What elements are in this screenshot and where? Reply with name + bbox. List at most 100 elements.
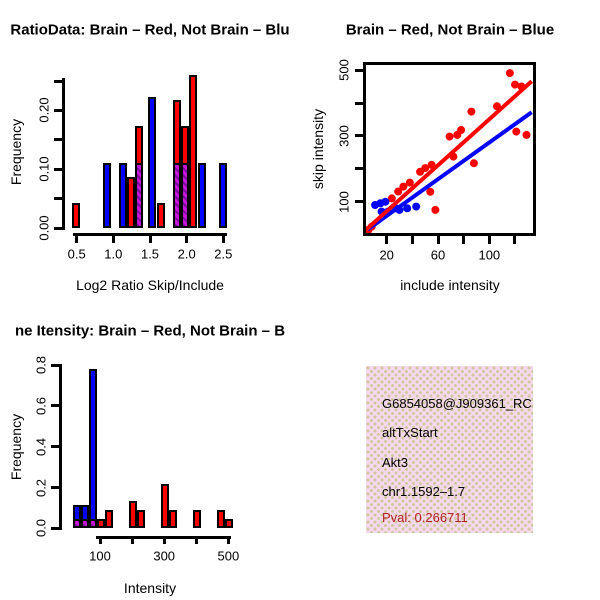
tick-label: 0.00 [36, 215, 52, 241]
histogram-bar-overlap [88, 519, 97, 528]
axis-tick [54, 108, 63, 112]
tick-label: 0.0 [33, 519, 49, 538]
tick-label: 20 [379, 247, 394, 263]
histogram-bar-overlap [72, 519, 81, 528]
pval-text: Pval: 0.266711 [382, 510, 468, 525]
locus-text: chr1.1592–1.7 [382, 484, 466, 499]
fit-line-brain [364, 79, 534, 232]
axis-tick [54, 79, 63, 83]
scatter-point-not-brain [381, 197, 390, 206]
histogram-bar-blue [103, 162, 112, 228]
axis-tick [194, 536, 198, 544]
axis-tick [51, 404, 60, 408]
histogram-bar-red [104, 510, 113, 528]
axis-tick [385, 236, 389, 244]
histogram-bar-red [169, 510, 177, 528]
scatter-point-brain [522, 130, 531, 139]
histogram-bar-red [156, 202, 165, 228]
tick-label: 1.5 [140, 246, 160, 262]
axis-tick [410, 236, 414, 244]
event-info-box: G6854058@J909361_RC altTxStart Akt3 chr1… [366, 366, 533, 533]
histogram-bar-red [193, 510, 202, 528]
histogram-bar-red [136, 510, 145, 528]
axis-tick [98, 536, 102, 544]
scatter-point-brain [405, 178, 414, 187]
tick-label: 0.8 [33, 356, 49, 375]
histogram-bar-overlap [173, 162, 182, 228]
axis-tick [462, 236, 466, 244]
tick-label: 0.4 [33, 437, 49, 456]
histogram-bar-red [96, 519, 105, 528]
histogram-bar-red [225, 519, 234, 528]
scatter-point-brain [457, 126, 466, 134]
tick-label: 1.0 [104, 246, 123, 262]
intensity-histogram-x-axis-label: Intensity [123, 580, 177, 596]
axis-tick [54, 138, 63, 142]
scatter-point-brain [445, 132, 454, 141]
axis-tick [226, 536, 230, 544]
tick-label: 300 [336, 125, 352, 147]
axis-tick [75, 233, 79, 243]
tick-label: 2.5 [214, 246, 233, 262]
axis-tick [148, 233, 152, 243]
gene-name-text: Akt3 [382, 455, 409, 470]
y-axis [62, 78, 65, 230]
axis-tick [436, 236, 440, 244]
scatter-point-brain [421, 164, 430, 173]
tick-label: 0.20 [36, 97, 52, 124]
tick-label: 500 [336, 59, 352, 81]
intensity-histogram-title: ne Itensity: Brain – Red, Not Brain – B [14, 322, 286, 340]
tick-label: 0.6 [33, 396, 49, 415]
axis-tick [355, 134, 363, 138]
scatter-point-brain [505, 69, 514, 78]
axis-tick [51, 486, 60, 489]
panel-ratio-histogram: RatioData: Brain – Red, Not Brain – Blu … [0, 0, 300, 300]
scatter-point-brain [399, 182, 408, 191]
axis-tick [513, 236, 517, 244]
scatter-plot-box [363, 62, 536, 236]
histogram-bar-red [127, 176, 136, 228]
tick-label: 100 [478, 247, 501, 263]
histogram-bar-overlap [181, 162, 190, 228]
histogram-bar-red [128, 501, 137, 528]
axis-tick [487, 236, 491, 244]
scatter-point-brain [467, 107, 476, 116]
scatter-point-not-brain [403, 204, 412, 213]
tick-label: 0.2 [33, 478, 49, 497]
tick-label: 300 [153, 548, 176, 564]
scatter-y-axis-label: skip intensity [310, 108, 326, 190]
histogram-bar-blue [119, 162, 128, 228]
scatter-point-brain [426, 187, 435, 196]
tick-label: 0.5 [67, 246, 86, 262]
ratio-histogram-x-axis-label: Log2 Ratio Skip/Include [76, 277, 224, 293]
fit-line-not-brain [366, 110, 533, 232]
scatter-points-layer [364, 69, 534, 234]
ratio-histogram-title: RatioData: Brain – Red, Not Brain – Blu [10, 21, 290, 39]
axis-tick [162, 536, 166, 544]
y-axis [59, 364, 62, 530]
histogram-bar-blue [148, 97, 157, 228]
histogram-bar-red [71, 202, 80, 228]
tick-label: 60 [430, 247, 446, 263]
axis-tick [54, 197, 63, 201]
histogram-bar-overlap [80, 519, 89, 528]
histogram-bar-blue [218, 162, 227, 228]
panel-intensity-histogram: ne Itensity: Brain – Red, Not Brain – B … [0, 300, 300, 600]
axis-tick [54, 226, 63, 230]
scatter-point-not-brain [412, 202, 421, 211]
scatter-point-brain [387, 194, 396, 203]
tick-label: 2.0 [177, 246, 196, 262]
axis-tick [185, 233, 189, 243]
histogram-bar-red [217, 510, 226, 528]
axis-tick [54, 167, 63, 171]
axis-tick [355, 101, 363, 105]
tick-label: 0.10 [36, 156, 52, 182]
scatter-point-brain [394, 187, 403, 196]
axis-tick [130, 536, 134, 544]
scatter-x-axis-label: include intensity [400, 277, 500, 293]
tick-label: 100 [89, 548, 111, 564]
panel-intensity-scatter: Brain – Red, Not Brain – Blue skip inten… [300, 0, 600, 300]
histogram-bar-red [189, 75, 198, 228]
panel-info: G6854058@J909361_RC altTxStart Akt3 chr1… [300, 300, 600, 600]
